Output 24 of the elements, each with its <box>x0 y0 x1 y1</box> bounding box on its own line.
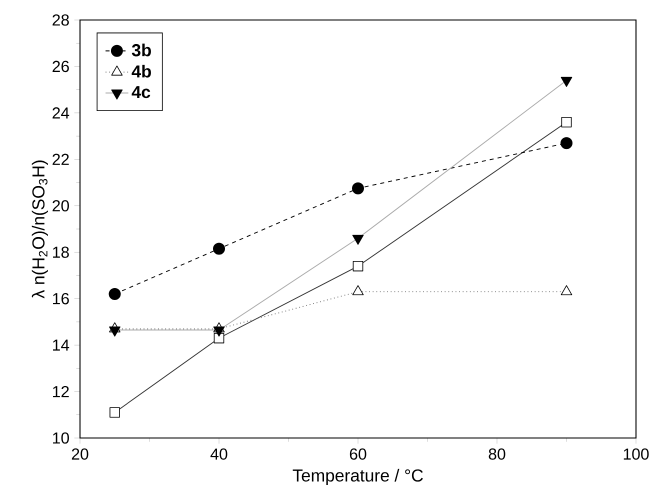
point <box>560 137 572 150</box>
point <box>213 242 226 255</box>
y-tick-label: 20 <box>52 200 69 212</box>
x-tick-label: 40 <box>210 448 228 460</box>
x-tick-label: 20 <box>72 448 88 460</box>
point <box>352 182 364 194</box>
y-tick-label: 24 <box>52 107 70 118</box>
x-tick-label: 80 <box>488 448 506 460</box>
y-tick-label: 12 <box>53 386 69 398</box>
point <box>108 288 121 300</box>
y-tick-label: 26 <box>52 60 69 72</box>
legend-label: 4b <box>132 64 151 78</box>
x-tick-label: 100 <box>624 448 649 460</box>
y-tick-label: 22 <box>52 154 69 165</box>
x-tick-label: 60 <box>350 448 366 460</box>
legend-label: 4c <box>132 86 150 98</box>
legend-label: 3b <box>132 44 151 56</box>
y-tick-label: 14 <box>53 340 70 351</box>
y-tick-label: 18 <box>53 246 69 258</box>
y-tick-label: 16 <box>53 293 69 304</box>
y-tick-label: 28 <box>52 14 69 26</box>
x-axis-title: Temperature / °C <box>292 468 423 486</box>
y-axis-title: λ n(H$_{2}$O)/n(SO$_{3}$H) <box>32 160 48 298</box>
y-tick-label: 10 <box>53 432 69 444</box>
